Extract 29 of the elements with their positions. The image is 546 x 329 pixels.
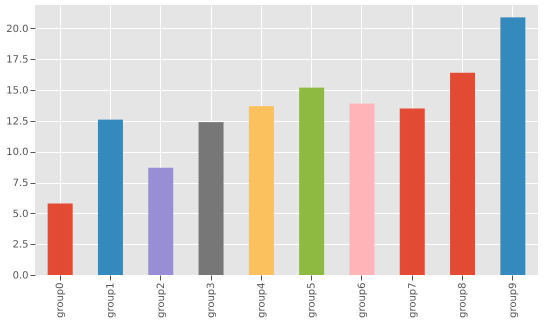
- bar: [98, 120, 123, 275]
- y-tick-label: 0.0: [12, 270, 28, 282]
- bar: [299, 88, 324, 275]
- y-tick-label: 12.5: [6, 116, 28, 128]
- x-tick-label: group1: [105, 282, 116, 318]
- x-tick-label: group2: [156, 282, 167, 318]
- y-tick-label: 5.0: [12, 208, 28, 220]
- x-tick-label: group0: [55, 282, 66, 318]
- y-tick-label: 2.5: [12, 240, 28, 251]
- bar: [148, 168, 174, 275]
- x-tick-label: group8: [458, 282, 469, 318]
- bar: [500, 17, 526, 275]
- bar: [248, 106, 274, 275]
- x-tick-label: group6: [356, 282, 368, 318]
- y-tick-label: 7.5: [12, 178, 28, 190]
- y-tick-label: 10.0: [6, 147, 28, 158]
- x-tick-label: group4: [256, 282, 268, 318]
- bar: [400, 108, 425, 275]
- x-tick-label: group9: [508, 282, 519, 318]
- y-tick-label: 15.0: [6, 86, 28, 97]
- x-tick-label: group7: [407, 282, 418, 318]
- bar: [349, 104, 374, 275]
- bar: [48, 203, 73, 275]
- y-tick-label: 20.0: [6, 24, 28, 35]
- bar: [450, 72, 476, 275]
- x-tick-label: group3: [206, 282, 218, 318]
- bar: [198, 122, 224, 275]
- y-tick-label: 17.5: [6, 54, 28, 66]
- x-tick-label: group5: [306, 282, 318, 318]
